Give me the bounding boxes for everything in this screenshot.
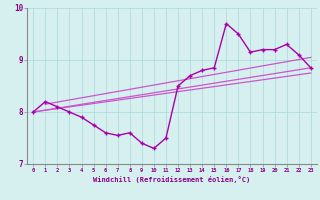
X-axis label: Windchill (Refroidissement éolien,°C): Windchill (Refroidissement éolien,°C) xyxy=(93,176,251,183)
